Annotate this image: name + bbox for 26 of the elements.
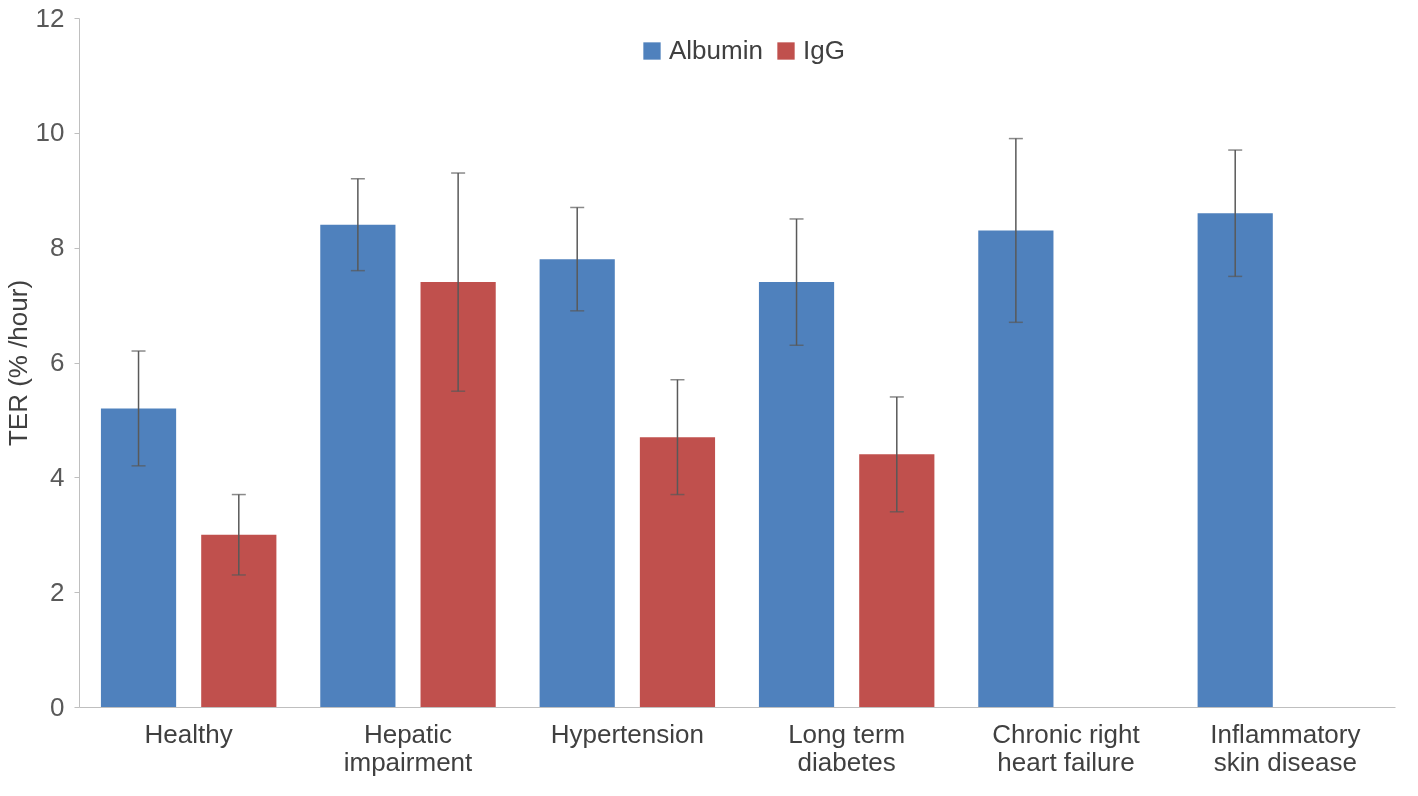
legend-label: Albumin xyxy=(669,35,763,65)
legend-label: IgG xyxy=(803,35,845,65)
bar xyxy=(420,282,496,707)
bar xyxy=(758,282,835,707)
bar xyxy=(1197,213,1273,707)
x-tick-label: Healthy xyxy=(144,718,233,749)
y-tick-label: 6 xyxy=(50,347,65,377)
x-tick-label: Hypertension xyxy=(550,718,704,749)
y-tick-label: 4 xyxy=(50,461,65,492)
bar xyxy=(320,224,396,707)
bar xyxy=(100,408,177,707)
bar xyxy=(978,230,1054,707)
x-tick-label: Inflammatory skin disease xyxy=(1210,718,1361,777)
x-tick-label: Hepatic impairment xyxy=(343,718,474,777)
y-tick-label: 2 xyxy=(50,576,65,607)
bar xyxy=(201,534,277,707)
x-tick-label: Chronic right heart failure xyxy=(992,718,1141,777)
y-tick-label: 8 xyxy=(50,232,65,263)
bar xyxy=(639,437,716,707)
y-tick-label: 12 xyxy=(35,2,65,33)
y-axis-title: TER (% /hour) xyxy=(2,279,33,447)
y-tick-label: 10 xyxy=(35,117,65,148)
bar xyxy=(859,454,935,707)
y-tick-label: 0 xyxy=(50,691,65,722)
bar xyxy=(539,259,615,707)
x-tick-label: Long term diabetes xyxy=(788,718,906,777)
